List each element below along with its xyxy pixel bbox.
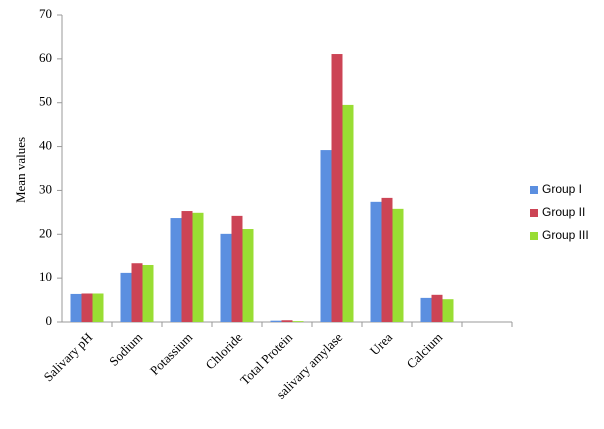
y-tick-label: 50 [39,94,52,109]
bar [381,197,393,322]
bar [442,299,454,322]
bar [220,233,232,322]
x-tick-label: Urea [367,329,396,358]
y-tick-label: 70 [39,6,52,21]
y-tick-label: 10 [39,269,52,284]
x-tick-label: Calcium [403,330,445,372]
x-tick-label: Potassium [147,330,195,378]
bar [231,215,243,322]
bar [420,297,432,322]
bar [431,294,443,322]
bar [270,320,282,322]
bar [181,211,193,322]
y-tick-label: 60 [39,50,52,65]
bar [70,293,82,322]
bar [342,104,354,323]
bar [281,320,293,322]
x-tick-label: Sodium [106,330,145,369]
legend-swatch [530,232,538,240]
legend-text: Group III [542,228,589,242]
y-tick-label: 0 [46,313,53,328]
bar [92,293,104,322]
bar [242,229,254,322]
y-tick-label: 30 [39,181,52,196]
bar [370,201,382,322]
x-tick-label: Salivary pH [40,330,95,385]
y-axis-label: Mean values [13,137,28,203]
bar [331,54,343,322]
y-tick-label: 40 [39,138,52,153]
legend-text: Group I [542,182,582,196]
bar [170,218,182,322]
bar [120,272,132,322]
bar [292,321,304,322]
bar [81,293,93,322]
bar [192,212,204,322]
legend-swatch [530,186,538,194]
x-tick-label: Chloride [202,329,245,372]
legend-text: Group II [542,205,585,219]
bar [131,263,143,322]
legend-swatch [530,209,538,217]
bar [320,150,332,322]
bar [392,208,404,322]
y-tick-label: 20 [39,225,52,240]
bar [142,264,154,322]
